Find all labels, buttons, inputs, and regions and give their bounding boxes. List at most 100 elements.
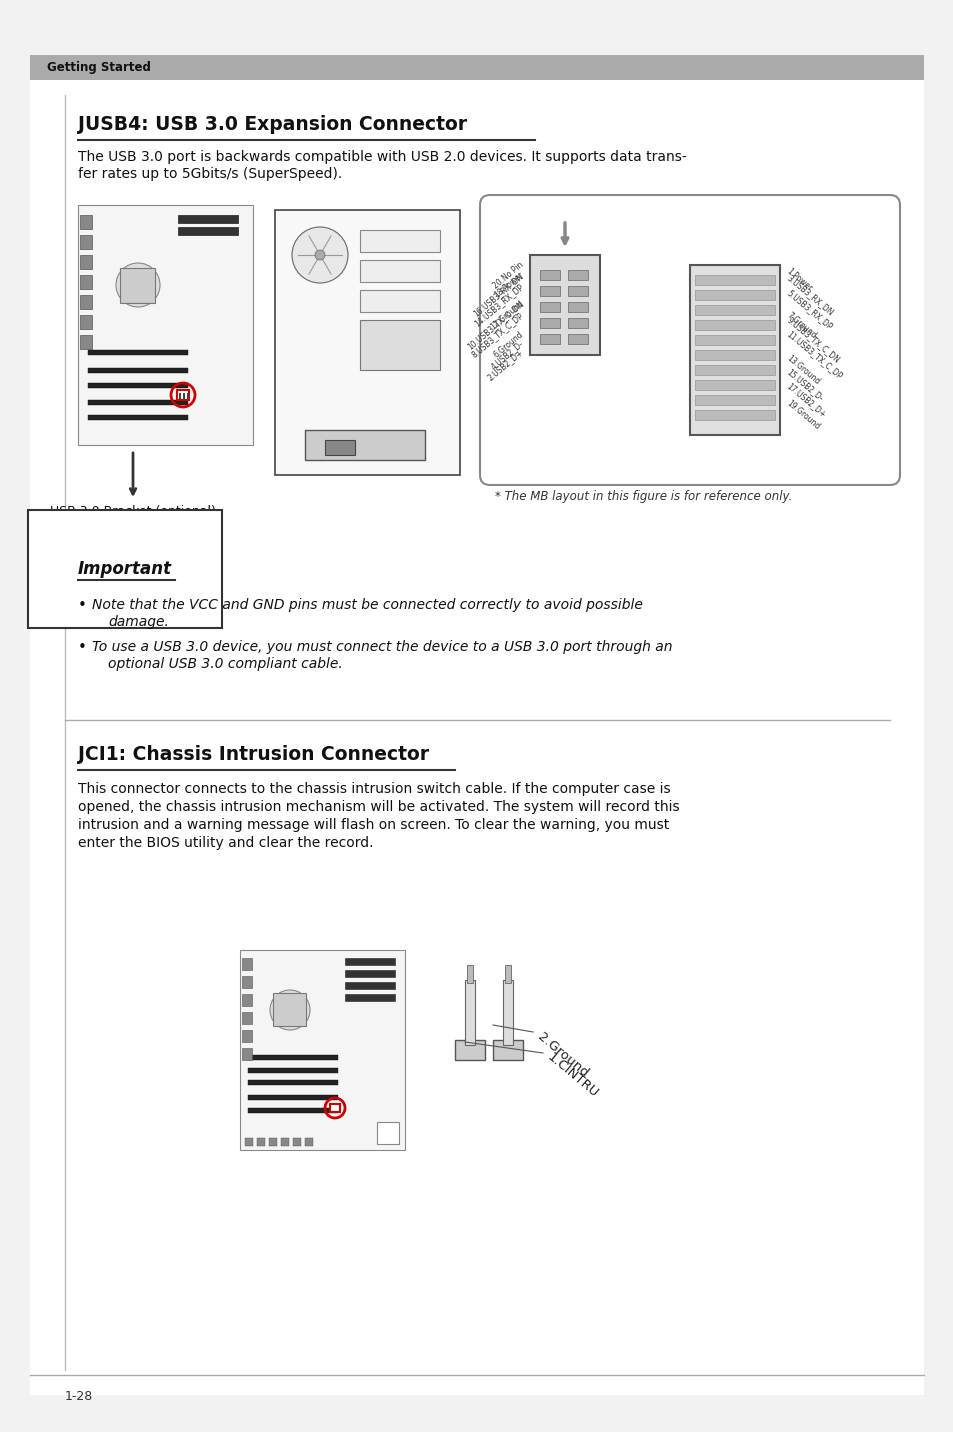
Text: 5.USB3_RX_DP: 5.USB3_RX_DP [784,288,833,332]
Bar [345,969,395,977]
Text: Important: Important [78,560,172,579]
Text: 15.USB2_D-: 15.USB2_D- [784,367,824,402]
Bar [530,255,599,355]
Bar [359,261,439,282]
Text: This connector connects to the chassis intrusion switch cable. If the computer c: This connector connects to the chassis i… [78,782,670,796]
Bar [281,1138,289,1146]
Bar [178,215,237,223]
Bar [345,982,395,990]
Bar [376,1123,398,1144]
Bar [242,1030,252,1042]
Text: 1-28: 1-28 [65,1390,93,1403]
Bar [539,318,559,328]
Text: •: • [78,640,87,654]
Bar [567,271,587,281]
Text: 14.USB3_RX_DP: 14.USB3_RX_DP [472,282,524,328]
Bar [269,1138,276,1146]
Circle shape [270,990,310,1030]
Bar [502,979,513,1045]
Bar [80,295,91,309]
Text: 17.USB2_D+: 17.USB2_D+ [784,381,827,420]
Text: damage.: damage. [108,614,169,629]
Text: 2.Ground: 2.Ground [535,1030,590,1080]
Bar [464,979,475,1045]
Text: 2.USB2_D+: 2.USB2_D+ [485,348,524,382]
Circle shape [292,228,348,284]
Bar [359,231,439,252]
Bar [567,302,587,312]
Bar [539,286,559,296]
Text: optional USB 3.0 compliant cable.: optional USB 3.0 compliant cable. [108,657,342,672]
Text: 19.Ground: 19.Ground [784,398,821,431]
Text: opened, the chassis intrusion mechanism will be activated. The system will recor: opened, the chassis intrusion mechanism … [78,800,679,813]
Text: 16.USB3_RX_DN: 16.USB3_RX_DN [471,272,524,318]
Text: 3.USB3_RX_DN: 3.USB3_RX_DN [784,274,834,316]
Bar [80,235,91,249]
Bar [187,392,189,400]
Bar [695,319,774,329]
Bar [242,958,252,969]
Text: enter the BIOS utility and clear the record.: enter the BIOS utility and clear the rec… [78,836,374,851]
Bar [539,334,559,344]
Text: * The MB layout in this figure is for reference only.: * The MB layout in this figure is for re… [495,490,792,503]
Bar [242,977,252,988]
Bar [80,275,91,289]
Bar [493,1040,522,1060]
Bar [179,392,181,400]
Bar [248,1055,337,1060]
Bar [248,1095,337,1100]
Bar [695,291,774,299]
Bar [504,965,511,982]
Bar [567,334,587,344]
Text: 1.CINTRU: 1.CINTRU [544,1050,600,1100]
Bar [88,400,188,405]
Text: fer rates up to 5Gbits/s (SuperSpeed).: fer rates up to 5Gbits/s (SuperSpeed). [78,168,342,180]
Text: The USB 3.0 port is backwards compatible with USB 2.0 devices. It supports data : The USB 3.0 port is backwards compatible… [78,150,686,165]
Bar [273,992,306,1025]
Bar [240,949,405,1150]
Text: 7.Ground: 7.Ground [784,311,817,339]
Bar [345,958,395,965]
Text: JUSB4: USB 3.0 Expansion Connector: JUSB4: USB 3.0 Expansion Connector [78,115,467,135]
Bar [695,349,774,359]
Circle shape [314,251,325,261]
Text: 18.Power: 18.Power [492,271,524,299]
Bar [455,1040,484,1060]
Text: 4.USB2_D-: 4.USB2_D- [488,339,524,371]
Text: USB 3.0 Bracket (optional): USB 3.0 Bracket (optional) [50,505,215,518]
Bar [695,365,774,375]
Bar [248,1080,337,1085]
Bar [178,228,237,235]
Bar [242,1012,252,1024]
Bar [242,1048,252,1060]
Bar [88,368,188,372]
Bar [248,1108,337,1113]
Bar [256,1138,265,1146]
Text: JCI1: Chassis Intrusion Connector: JCI1: Chassis Intrusion Connector [78,745,429,765]
Text: 12.Ground: 12.Ground [488,299,524,331]
Bar [567,286,587,296]
Bar [359,291,439,312]
Bar [305,430,424,460]
Bar [695,379,774,390]
Bar [539,271,559,281]
Bar [80,215,91,229]
Bar [467,965,473,982]
FancyBboxPatch shape [479,195,899,485]
Text: 10.USB3_TX_C_DN: 10.USB3_TX_C_DN [465,299,524,351]
Text: 11.USB3_TX_C_DP: 11.USB3_TX_C_DP [784,329,843,381]
Bar [80,255,91,269]
Bar [293,1138,301,1146]
Bar [80,315,91,329]
Text: •: • [78,599,87,613]
Bar [78,205,253,445]
Bar [305,1138,313,1146]
Bar [325,440,355,455]
Bar [689,265,780,435]
Bar [183,392,185,400]
Bar [88,415,188,420]
Bar [695,275,774,285]
Bar [177,390,189,400]
Text: To use a USB 3.0 device, you must connect the device to a USB 3.0 port through a: To use a USB 3.0 device, you must connec… [91,640,672,654]
Bar [359,319,439,369]
